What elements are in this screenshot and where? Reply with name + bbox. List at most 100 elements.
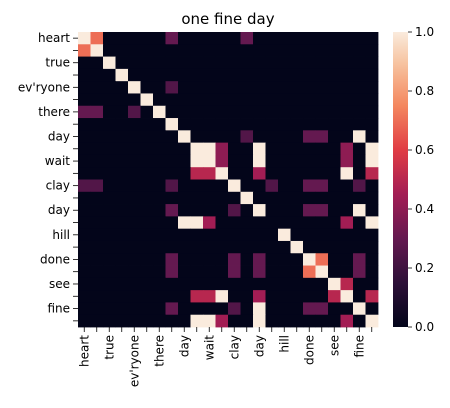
heatmap-cell <box>78 204 91 217</box>
heatmap-cell <box>340 228 354 242</box>
heatmap-cell <box>240 314 254 328</box>
heatmap-cell <box>240 118 254 131</box>
heatmap-cell <box>115 216 129 230</box>
heatmap-cell <box>178 253 191 266</box>
heatmap-cell <box>290 179 304 193</box>
heatmap-cell <box>353 290 366 303</box>
heatmap-cell <box>90 32 104 45</box>
heatmap-cell <box>303 290 316 303</box>
heatmap-cell <box>353 191 366 205</box>
heatmap-cell <box>153 56 166 70</box>
heatmap-cell <box>128 167 141 180</box>
heatmap-cell <box>128 290 141 303</box>
heatmap-cell <box>203 154 216 168</box>
heatmap-cell <box>165 216 179 230</box>
heatmap-cell <box>290 265 304 279</box>
heatmap-cell <box>128 302 141 316</box>
heatmap-cell <box>190 93 204 107</box>
x-tick-label: clay <box>227 335 241 359</box>
heatmap-cell <box>78 56 91 70</box>
heatmap-cell <box>165 142 179 156</box>
heatmap-cell <box>103 142 116 156</box>
heatmap-cell <box>215 93 229 107</box>
heatmap-cell <box>353 68 366 82</box>
heatmap-cell <box>140 290 154 303</box>
heatmap-cell <box>165 118 179 131</box>
heatmap-cell <box>90 154 104 168</box>
heatmap-cell <box>353 44 366 57</box>
heatmap-cell <box>240 179 254 193</box>
heatmap-cell <box>240 142 254 156</box>
heatmap-cell <box>153 216 166 230</box>
heatmap-cell <box>78 142 91 156</box>
heatmap-cell <box>128 204 141 217</box>
heatmap-cell <box>265 253 279 266</box>
heatmap-cell <box>353 228 366 242</box>
heatmap-cell <box>265 81 279 94</box>
heatmap-cell <box>190 179 204 193</box>
heatmap-cell <box>278 154 291 168</box>
heatmap-cell <box>365 290 379 303</box>
heatmap-cell <box>240 290 254 303</box>
heatmap-cell <box>128 56 141 70</box>
x-tick-label: heart <box>77 335 91 367</box>
heatmap-cell <box>128 228 141 242</box>
heatmap-cell <box>90 118 104 131</box>
heatmap-cell <box>215 179 229 193</box>
heatmap-cell <box>290 130 304 144</box>
heatmap-cell <box>278 56 291 70</box>
heatmap-cell <box>115 56 129 70</box>
heatmap-cell <box>228 81 241 94</box>
heatmap-cell <box>340 81 354 94</box>
heatmap-cell <box>165 265 179 279</box>
heatmap-cell <box>140 314 154 328</box>
heatmap-cell <box>240 68 254 82</box>
heatmap-cell <box>240 105 254 119</box>
heatmap-cell <box>153 93 166 107</box>
heatmap-cell <box>315 314 329 328</box>
heatmap-cell <box>103 204 116 217</box>
heatmap-cell <box>203 167 216 180</box>
heatmap-cell <box>353 216 366 230</box>
heatmap-cell <box>115 105 129 119</box>
heatmap-cell <box>190 167 204 180</box>
heatmap-cell <box>178 167 191 180</box>
heatmap-cell <box>315 44 329 57</box>
heatmap-cell <box>278 142 291 156</box>
heatmap-cell <box>340 240 354 254</box>
heatmap-cell <box>253 154 266 168</box>
heatmap-cell <box>365 56 379 70</box>
heatmap-cell <box>228 44 241 57</box>
heatmap-cell <box>290 277 304 291</box>
heatmap-cell <box>140 253 154 266</box>
heatmap-cell <box>115 240 129 254</box>
heatmap-cell <box>328 142 341 156</box>
heatmap-cell <box>140 93 154 107</box>
heatmap-cell <box>215 32 229 45</box>
heatmap-cell <box>128 93 141 107</box>
heatmap-cell <box>215 253 229 266</box>
heatmap-cell <box>303 130 316 144</box>
heatmap-cell <box>165 228 179 242</box>
heatmap-cell <box>365 302 379 316</box>
heatmap-cell <box>340 130 354 144</box>
heatmap-cell <box>278 118 291 131</box>
heatmap-cell <box>178 240 191 254</box>
heatmap-cell <box>103 167 116 180</box>
heatmap-cell <box>103 44 116 57</box>
heatmap-cell <box>240 302 254 316</box>
heatmap-cell <box>265 228 279 242</box>
heatmap-cell <box>203 105 216 119</box>
heatmap-cell <box>140 154 154 168</box>
heatmap-cell <box>178 314 191 328</box>
heatmap-cell <box>103 154 116 168</box>
heatmap-cell <box>78 290 91 303</box>
heatmap-cell <box>290 204 304 217</box>
heatmap-cell <box>203 228 216 242</box>
heatmap-cell <box>365 118 379 131</box>
heatmap-cell <box>178 81 191 94</box>
heatmap-cell <box>140 56 154 70</box>
colorbar-tick-label: 0.2 <box>415 261 434 275</box>
heatmap-cell <box>315 142 329 156</box>
heatmap-cell <box>240 204 254 217</box>
